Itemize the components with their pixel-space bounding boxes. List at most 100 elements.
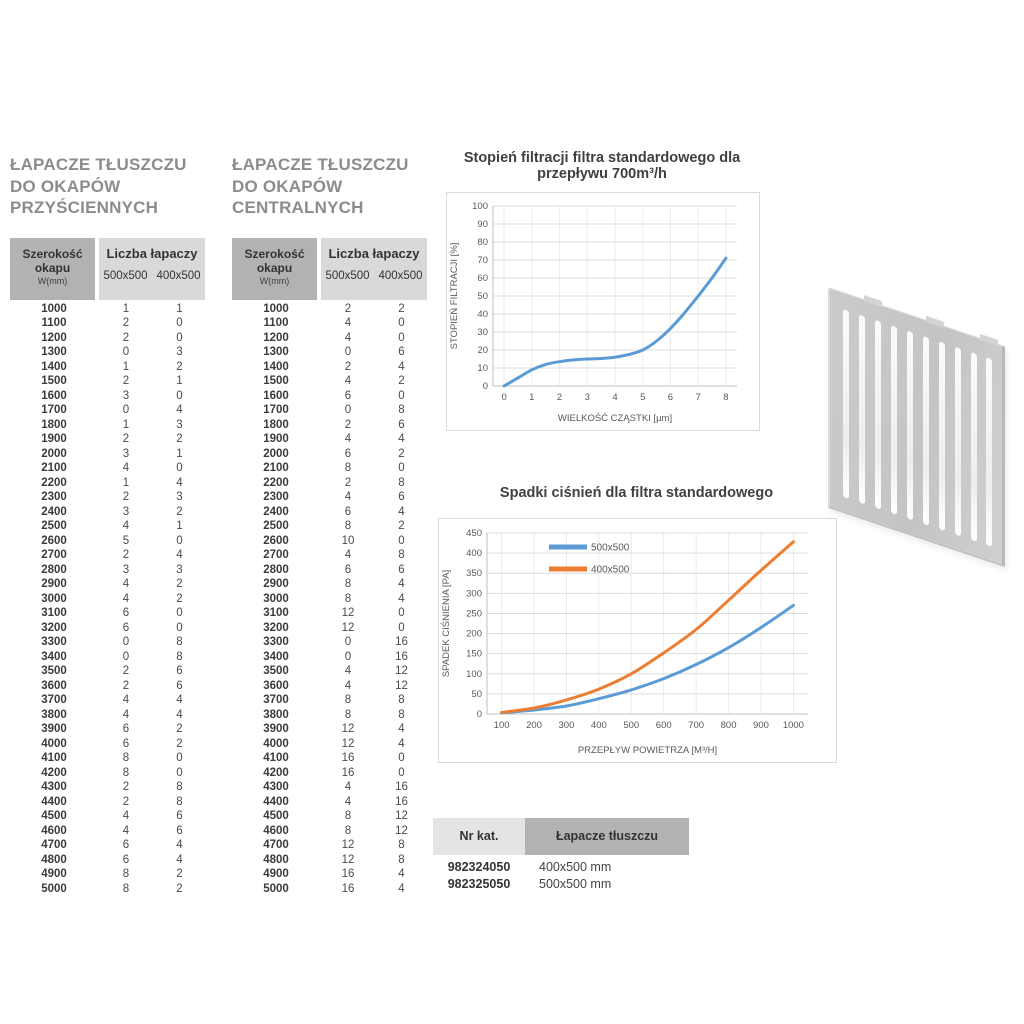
cell: 6 <box>344 447 352 460</box>
svg-text:100: 100 <box>494 720 510 731</box>
cell: 1 <box>122 418 130 431</box>
cell: 4000 <box>263 737 289 750</box>
catalog-table-header: Nr kat. Łapacze tłuszczu <box>433 818 689 855</box>
cell: 8 <box>122 752 130 765</box>
cell: 6 <box>398 563 405 576</box>
table-row: 1100 4 0 <box>232 316 428 331</box>
width-column-header: Szerokość okapu W(mm) <box>10 237 95 300</box>
svg-text:0: 0 <box>501 392 506 403</box>
table-row: 1600 6 0 <box>232 389 428 404</box>
cell: 6 <box>122 723 130 736</box>
cell: 4500 <box>41 810 67 823</box>
cell: 6 <box>122 839 130 852</box>
cell: 3500 <box>263 665 289 678</box>
cell: 16 <box>341 766 355 779</box>
table-row: 3900 6 2 <box>10 722 206 737</box>
table-row: 4800 6 4 <box>10 853 206 868</box>
table-row: 3400 0 8 <box>10 650 206 665</box>
filter-tab <box>864 295 882 308</box>
title-line: CENTRALNYCH <box>232 198 364 218</box>
cell: 1200 <box>263 331 289 344</box>
cell: 2 <box>176 360 183 373</box>
table-row: 4600 8 12 <box>232 824 428 839</box>
cell: 0 <box>176 462 183 475</box>
cell: 0 <box>176 534 183 547</box>
cell: 2 <box>122 433 130 446</box>
cell: 4 <box>344 795 352 808</box>
cell: 3300 <box>263 636 289 649</box>
svg-text:8: 8 <box>723 392 728 403</box>
cell: 2900 <box>263 578 289 591</box>
header-text: W(mm) <box>37 275 68 286</box>
cell: 4 <box>176 853 183 866</box>
cell: 4 <box>398 578 405 591</box>
table-row: 1800 2 6 <box>232 418 428 433</box>
svg-text:150: 150 <box>466 649 482 660</box>
filter-slot <box>891 325 897 516</box>
cell: 2 <box>122 679 130 692</box>
cell: 3200 <box>263 621 289 634</box>
cell: 0 <box>122 346 130 359</box>
svg-text:2: 2 <box>557 392 562 403</box>
cell: 1500 <box>263 375 289 388</box>
table-row: 4100 16 0 <box>232 751 428 766</box>
table-row: 2200 2 8 <box>232 476 428 491</box>
cell: 4 <box>398 505 405 518</box>
cell: 10 <box>341 534 355 547</box>
table-row: 1500 2 1 <box>10 374 206 389</box>
cell: 1800 <box>41 418 67 431</box>
table-row: 2700 4 8 <box>232 548 428 563</box>
table-row: 1700 0 8 <box>232 403 428 418</box>
cell: 2400 <box>41 505 67 518</box>
cell: 5 <box>122 534 130 547</box>
cell: 1900 <box>41 433 67 446</box>
filtration-chart-panel: 0 10 20 30 40 50 60 70 80 90 100 0 1 2 3 4 5 6 7 8 WIELKOŚĆ … <box>446 192 760 431</box>
cell: 8 <box>344 520 352 533</box>
cell: 4900 <box>41 868 67 881</box>
cell: 2700 <box>41 549 67 562</box>
cell: 4 <box>176 404 183 417</box>
cell: 1800 <box>263 418 289 431</box>
cell: 0 <box>122 404 130 417</box>
table-row: 4000 6 2 <box>10 737 206 752</box>
cell: 8 <box>398 404 405 417</box>
cell: 2200 <box>263 476 289 489</box>
svg-text:400x500: 400x500 <box>591 565 630 576</box>
table-row: 4800 12 8 <box>232 853 428 868</box>
cell: 2600 <box>41 534 67 547</box>
cell: 2 <box>122 665 130 678</box>
cell: 3000 <box>263 592 289 605</box>
cell: 0 <box>122 636 130 649</box>
wall-hoods-table-block: ŁAPACZE TŁUSZCZU DO OKAPÓW PRZYŚCIENNYCH… <box>10 140 206 896</box>
header-text: Szerokość <box>244 246 305 261</box>
cell: 2 <box>398 375 405 388</box>
table-row: 2300 2 3 <box>10 490 206 505</box>
svg-text:20: 20 <box>477 345 488 356</box>
title-line: DO OKAPÓW <box>232 176 343 196</box>
cell: 2 <box>398 520 405 533</box>
svg-text:200: 200 <box>466 629 482 640</box>
filter-slot <box>907 330 913 521</box>
cell: 2 <box>122 317 130 330</box>
svg-text:50: 50 <box>477 291 488 302</box>
svg-text:500x500: 500x500 <box>591 543 630 554</box>
table-row: 3600 4 12 <box>232 679 428 694</box>
cell: 1400 <box>41 360 67 373</box>
svg-text:100: 100 <box>472 201 488 212</box>
table-row: 3100 6 0 <box>10 606 206 621</box>
cell: 400x500 mm <box>539 860 612 874</box>
cell: 8 <box>398 694 405 707</box>
cell: 0 <box>176 389 183 402</box>
cell: 12 <box>341 737 355 750</box>
cell: 4600 <box>41 824 67 837</box>
cell: 2 <box>122 491 130 504</box>
cell: 3900 <box>263 723 289 736</box>
cell: 8 <box>398 708 405 721</box>
svg-text:40: 40 <box>477 309 488 320</box>
cell: 2600 <box>263 534 289 547</box>
cell: 4 <box>398 882 405 895</box>
cell: 4400 <box>41 795 67 808</box>
svg-text:0: 0 <box>483 381 488 392</box>
title-line: PRZYŚCIENNYCH <box>10 198 159 218</box>
cell: 4200 <box>41 766 67 779</box>
